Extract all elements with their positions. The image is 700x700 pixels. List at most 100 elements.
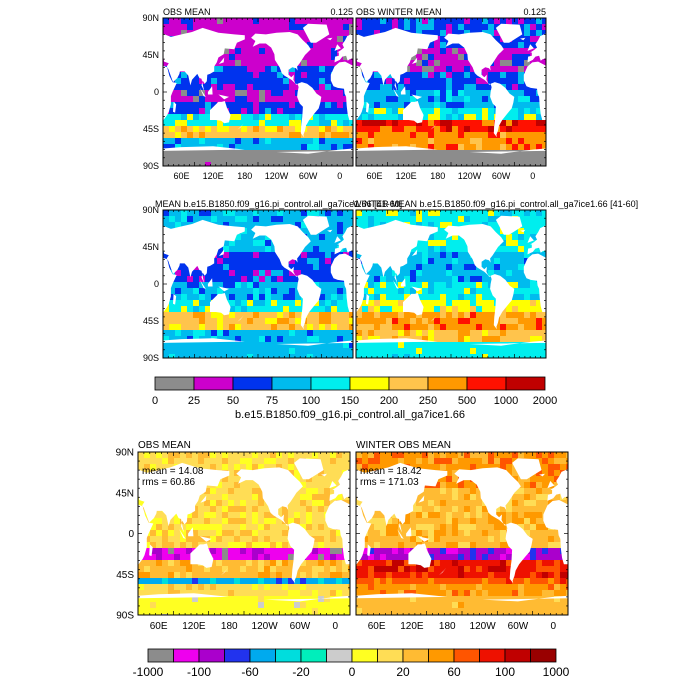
- panel-title: OBS MEAN: [138, 440, 191, 451]
- colorbar-box: [377, 648, 404, 663]
- lon-tick-label: 120W: [265, 171, 289, 181]
- panel-obs-winter-mean: OBS WINTER MEAN 0.125 60E 120E 180 120W 60W 0: [355, 7, 547, 181]
- colorbar-box: [154, 376, 195, 391]
- colorbar-bottom: -1000 -100 -60 -20 0 20 60 100 1000: [133, 648, 570, 679]
- colorbar-box: [271, 376, 312, 391]
- lon-labels: 60E 120E 180 120W 60W 0: [366, 171, 535, 181]
- lon-tick-label: 60W: [492, 171, 511, 181]
- colorbar-label: 1000: [494, 395, 518, 407]
- lat-labels: 90N 45N 0 45S 90S: [142, 205, 159, 363]
- map-ticks: [162, 17, 354, 167]
- lat-tick-label: 0: [154, 87, 159, 97]
- colorbar-label: 100: [495, 665, 515, 679]
- lon-tick-label: 0: [332, 621, 338, 632]
- panel-title: WINTER OBS MEAN: [356, 440, 451, 451]
- lat-tick-label: 90S: [143, 353, 159, 363]
- colorbar-label: 20: [396, 665, 410, 679]
- lat-tick-label: 0: [154, 279, 159, 289]
- colorbar-box: [349, 376, 390, 391]
- map-field: [356, 452, 568, 615]
- colorbar-box: [232, 376, 273, 391]
- mean-text: mean = 14.08: [142, 466, 204, 477]
- panel-note: 0.125: [330, 7, 353, 17]
- lon-tick-label: 120E: [400, 621, 424, 632]
- panel-model-mean: MEAN b.e15.B1850.f09_g16.pi_control.all_…: [142, 199, 402, 363]
- lon-tick-label: 180: [430, 171, 445, 181]
- lat-tick-label: 45N: [142, 50, 159, 60]
- colorbar-box: [173, 648, 200, 663]
- colorbar-label: 500: [458, 395, 476, 407]
- panel-note: 0.125: [523, 7, 546, 17]
- lon-tick-label: 180: [221, 621, 238, 632]
- lon-tick-label: 60W: [290, 621, 311, 632]
- colorbar-label: 1000: [543, 665, 570, 679]
- panel-title: OBS MEAN: [163, 7, 211, 17]
- lat-tick-label: 90N: [142, 205, 159, 215]
- colorbar-box: [530, 648, 557, 663]
- map-field: [138, 452, 350, 615]
- lon-tick-label: 0: [550, 621, 556, 632]
- panel-title: MEAN b.e15.B1850.f09_g16.pi_control.all_…: [155, 199, 402, 209]
- lat-tick-label: 45N: [142, 242, 159, 252]
- lat-tick-label: 0: [128, 529, 134, 540]
- map-field: [356, 210, 546, 358]
- lon-tick-label: 0: [530, 171, 535, 181]
- colorbar-boxes: [154, 376, 546, 391]
- map-ticks: [162, 209, 354, 359]
- lat-tick-label: 45S: [116, 570, 134, 581]
- map-ticks: [355, 209, 547, 359]
- colorbar-label: 200: [380, 395, 398, 407]
- colorbar-box: [193, 376, 234, 391]
- panel-diff-obs-mean: OBS MEAN mean = 14.08 rms = 60.86 90N 45N…: [116, 440, 351, 632]
- map-ticks: [137, 451, 351, 616]
- panel-obs-mean: OBS MEAN 0.125 90N 45N 0 45S 90S 60E 120E 180 1…: [142, 7, 354, 181]
- colorbar-caption: b.e15.B1850.f09_g16.pi_control.all_ga7ic…: [235, 409, 465, 421]
- lat-tick-label: 45S: [143, 316, 159, 326]
- colorbar-box: [388, 376, 429, 391]
- map-field: [356, 18, 546, 166]
- colorbar-label: 150: [341, 395, 359, 407]
- panel-title: WINTER MEAN b.e15.B1850.f09_g16.pi_contr…: [353, 199, 638, 209]
- lon-labels: 60E 120E 180 120W 60W 0: [368, 621, 557, 632]
- colorbar-label: 0: [152, 395, 158, 407]
- lat-tick-label: 90N: [116, 448, 134, 459]
- lon-tick-label: 120W: [458, 171, 482, 181]
- colorbar-label: -60: [241, 665, 259, 679]
- colorbar-label: 75: [266, 395, 278, 407]
- lon-tick-label: 120E: [203, 171, 224, 181]
- lat-labels: 90N 45N 0 45S 90S: [142, 13, 159, 171]
- colorbar-box: [147, 648, 174, 663]
- colorbar-label: 0: [349, 665, 356, 679]
- colorbar-box: [466, 376, 507, 391]
- panel-title: OBS WINTER MEAN: [356, 7, 442, 17]
- colorbar-top: 0 25 50 75 100 150 200 250 500 1000 2000 b.e15.B18…: [152, 376, 557, 421]
- colorbar-box: [402, 648, 429, 663]
- colorbar-label: 50: [227, 395, 239, 407]
- colorbar-label: -1000: [133, 665, 164, 679]
- rms-text: rms = 171.03: [360, 477, 419, 488]
- colorbar-box: [504, 648, 531, 663]
- colorbar-box: [453, 648, 480, 663]
- colorbar-box: [505, 376, 546, 391]
- lon-tick-label: 120E: [396, 171, 417, 181]
- lat-tick-label: 45N: [116, 488, 134, 499]
- panel-model-winter-mean: WINTER MEAN b.e15.B1850.f09_g16.pi_contr…: [353, 199, 638, 359]
- colorbar-box: [351, 648, 378, 663]
- lon-tick-label: 120W: [470, 621, 497, 632]
- panel-diff-winter-obs-mean: WINTER OBS MEAN mean = 18.42 rms = 171.0…: [355, 440, 569, 632]
- lon-tick-label: 120W: [252, 621, 279, 632]
- colorbar-box: [198, 648, 225, 663]
- colorbar-box: [326, 648, 353, 663]
- colorbar-labels: 0 25 50 75 100 150 200 250 500 1000 2000: [152, 395, 557, 407]
- colorbar-box: [310, 376, 351, 391]
- lon-tick-label: 60W: [508, 621, 529, 632]
- map-field: [163, 18, 353, 166]
- lat-tick-label: 90S: [143, 161, 159, 171]
- colorbar-box: [249, 648, 276, 663]
- map-ticks: [355, 17, 547, 167]
- lon-tick-label: 60E: [150, 621, 168, 632]
- lat-labels: 90N 45N 0 45S 90S: [116, 448, 135, 622]
- lat-tick-label: 90N: [142, 13, 159, 23]
- colorbar-box: [224, 648, 251, 663]
